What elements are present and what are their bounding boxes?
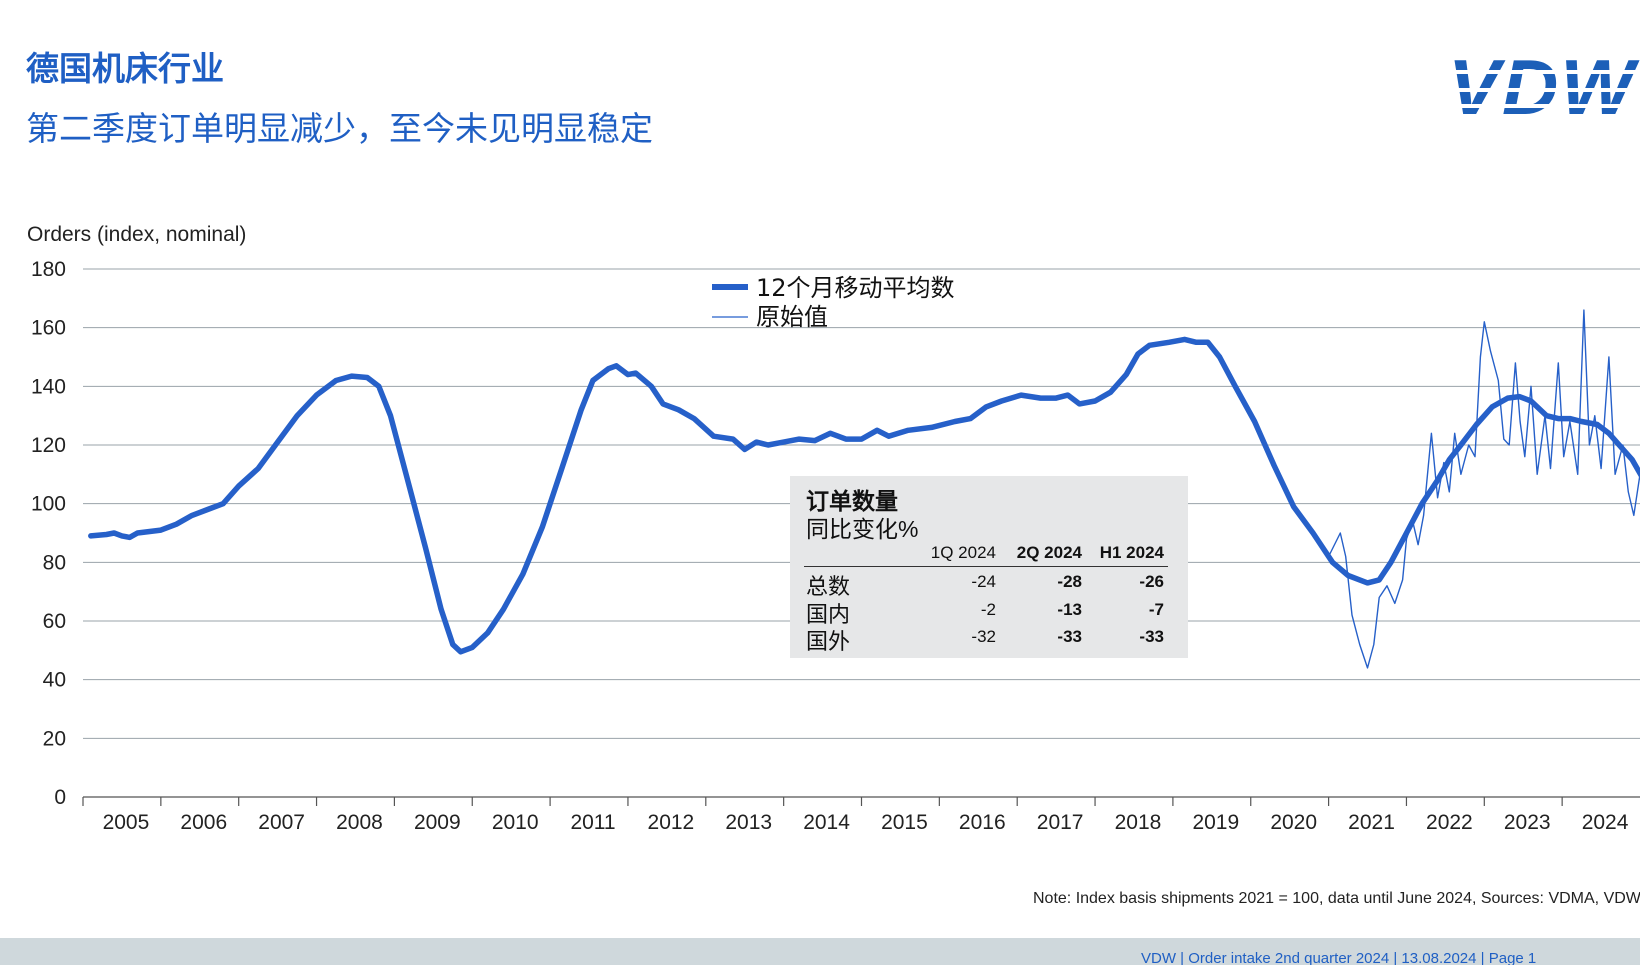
table-cell: -32 bbox=[971, 627, 996, 646]
x-tick-label: 2016 bbox=[959, 811, 1006, 834]
x-tick-label: 2019 bbox=[1192, 811, 1239, 834]
orders-line-chart: Orders (index, nominal) 0 20 40 60 80 100 120 1… bbox=[27, 223, 1640, 834]
table-title: 订单数量 bbox=[806, 488, 898, 514]
y-tick-label: 80 bbox=[43, 551, 66, 574]
x-tick-label: 2023 bbox=[1504, 811, 1551, 834]
x-tick-label: 2005 bbox=[103, 811, 150, 834]
x-tick-label: 2020 bbox=[1270, 811, 1317, 834]
x-tick-label: 2024 bbox=[1582, 811, 1629, 834]
x-tick-label: 2011 bbox=[570, 811, 615, 834]
y-tick-label: 20 bbox=[43, 727, 66, 750]
table-cell: -26 bbox=[1139, 572, 1164, 591]
legend-label-raw-values: 原始值 bbox=[756, 303, 828, 331]
row-label: 国外 bbox=[806, 629, 851, 654]
footer-text: VDW | Order intake 2nd quarter 2024 | 13… bbox=[1141, 950, 1537, 965]
x-tick-label: 2022 bbox=[1426, 811, 1473, 834]
x-tick-label: 2018 bbox=[1115, 811, 1162, 834]
x-axis-ticks: 2005 2006 2007 2008 2009 2010 2011 2012 2013 2014… bbox=[82, 796, 1640, 834]
y-axis-ticks: 0 20 40 60 80 100 120 140 160 180 bbox=[31, 258, 66, 809]
x-tick-label: 2014 bbox=[803, 811, 850, 834]
logo-stripe bbox=[1448, 104, 1640, 108]
x-tick-label: 2009 bbox=[414, 811, 461, 834]
table-header: 1Q 2024 2Q 2024 H1 2024 bbox=[804, 540, 1168, 567]
x-tick-label: 2007 bbox=[258, 811, 305, 834]
page-title: 德国机床行业 bbox=[26, 49, 224, 88]
y-tick-label: 60 bbox=[43, 610, 66, 633]
table-cell: -13 bbox=[1057, 600, 1082, 619]
y-tick-label: 160 bbox=[31, 317, 66, 340]
column-header: H1 2024 bbox=[1099, 543, 1164, 562]
footer-bar: VDW | Order intake 2nd quarter 2024 | 13… bbox=[0, 938, 1640, 965]
table-cell: -7 bbox=[1148, 600, 1164, 619]
series-line-moving-average bbox=[88, 336, 1640, 655]
row-label: 总数 bbox=[806, 574, 851, 599]
series-lines bbox=[88, 309, 1640, 669]
page-subtitle: 第二季度订单明显减少，至今未见明显稳定 bbox=[26, 109, 653, 148]
x-tick-label: 2017 bbox=[1037, 811, 1084, 834]
y-tick-label: 120 bbox=[31, 434, 66, 457]
table-cell: -28 bbox=[1057, 572, 1082, 591]
column-header: 1Q 2024 bbox=[930, 543, 996, 562]
x-tick-label: 2008 bbox=[336, 811, 383, 834]
x-tick-label: 2006 bbox=[180, 811, 227, 834]
table-cell: -33 bbox=[1057, 627, 1082, 646]
x-tick-label: 2015 bbox=[881, 811, 928, 834]
x-tick-label: 2021 bbox=[1348, 811, 1395, 834]
orders-summary-table: 订单数量 同比变化% 1Q 2024 2Q 2024 H1 2024 总数 -2… bbox=[790, 476, 1188, 658]
table-row: 国内 -2 -13 -7 bbox=[804, 597, 1168, 627]
x-tick-label: 2012 bbox=[648, 811, 695, 834]
table-row: 国外 -32 -33 -33 bbox=[804, 624, 1168, 654]
logo-stripe bbox=[1448, 88, 1640, 92]
logo-stripe bbox=[1448, 70, 1640, 74]
y-tick-label: 0 bbox=[54, 786, 66, 809]
legend-label-moving-average: 12个月移动平均数 bbox=[756, 274, 955, 302]
y-tick-label: 100 bbox=[31, 493, 66, 516]
x-tick-label: 2013 bbox=[725, 811, 772, 834]
logo-text: VDW bbox=[1448, 43, 1636, 131]
y-axis-label: Orders (index, nominal) bbox=[27, 223, 246, 246]
table-row: 总数 -24 -28 -26 bbox=[804, 569, 1168, 599]
column-header: 2Q 2024 bbox=[1016, 543, 1082, 562]
row-label: 国内 bbox=[806, 602, 851, 627]
chart-note: Note: Index basis shipments 2021 = 100, … bbox=[1033, 890, 1640, 907]
table-subtitle: 同比变化% bbox=[806, 516, 919, 542]
y-tick-label: 40 bbox=[43, 669, 66, 692]
series-line-raw-values bbox=[1327, 309, 1640, 669]
y-tick-label: 140 bbox=[31, 375, 66, 398]
table-cell: -24 bbox=[971, 572, 996, 591]
legend: 12个月移动平均数 原始值 bbox=[712, 274, 955, 331]
y-tick-label: 180 bbox=[31, 258, 66, 281]
table-cell: -33 bbox=[1139, 627, 1164, 646]
table-cell: -2 bbox=[980, 600, 996, 619]
vdw-logo: VDW bbox=[1448, 48, 1640, 126]
x-tick-label: 2010 bbox=[492, 811, 539, 834]
